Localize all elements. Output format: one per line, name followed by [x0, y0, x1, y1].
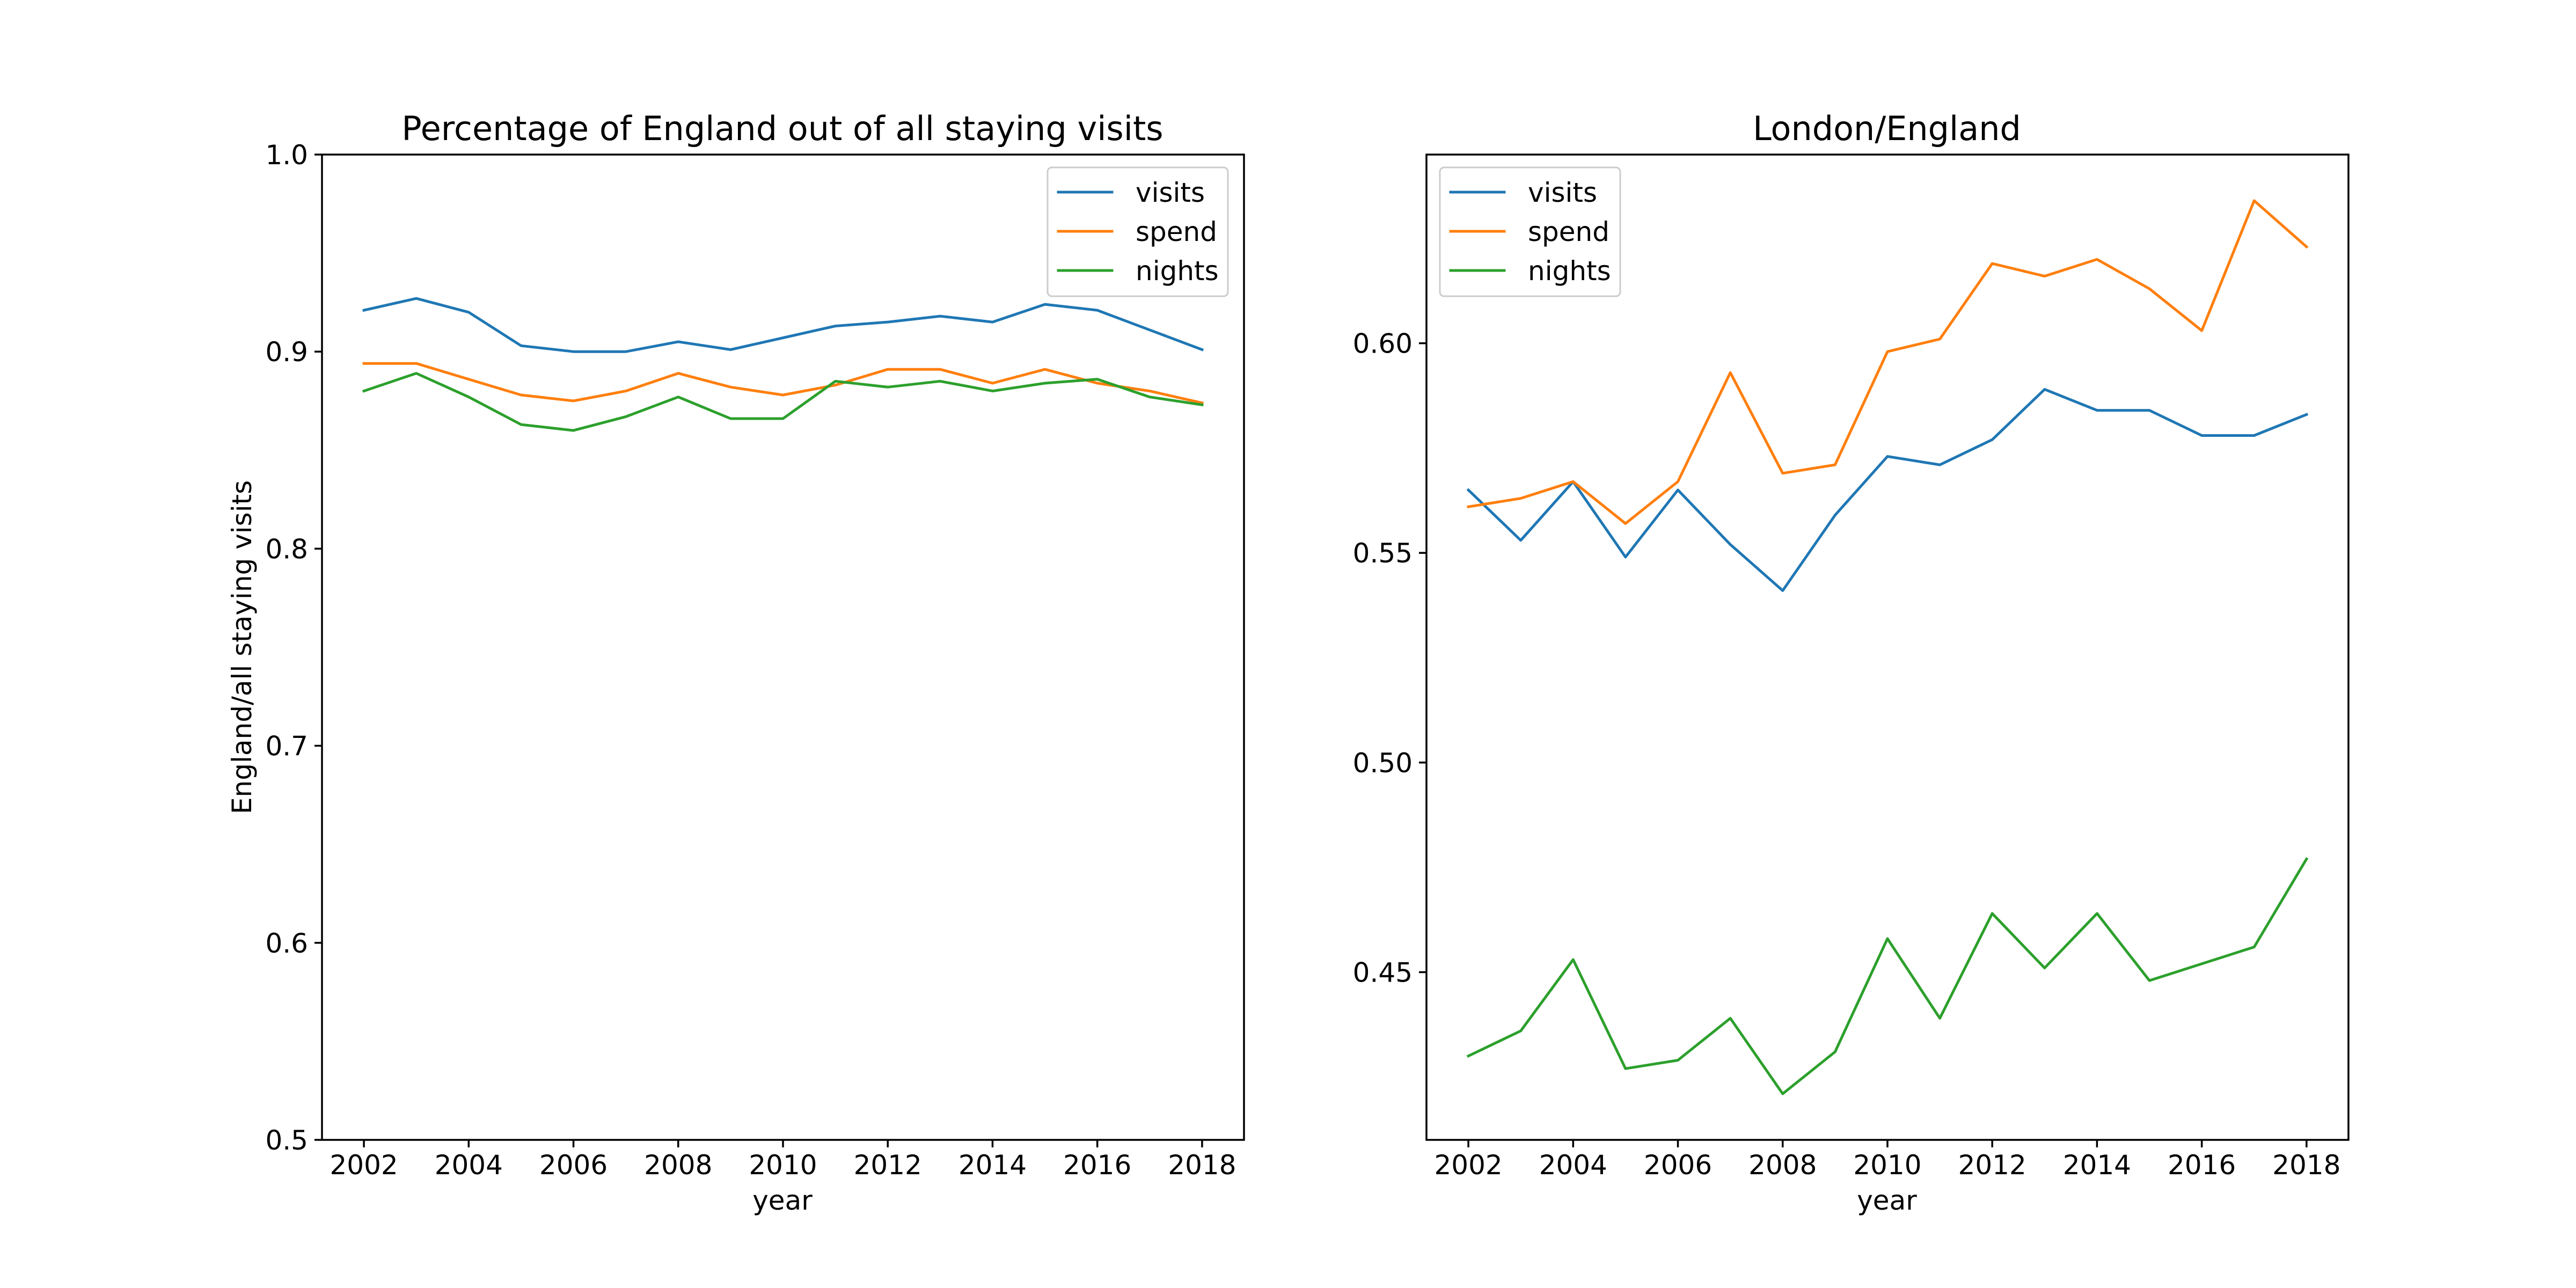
x-axis-label: year — [752, 1185, 813, 1216]
y-tick-label: 0.60 — [1353, 328, 1413, 360]
plot-lines — [362, 297, 1204, 432]
y-axis-label: England/all staying visits — [226, 480, 258, 814]
y-tick-label: 0.50 — [1353, 748, 1413, 779]
x-tick-label: 2002 — [1434, 1150, 1502, 1181]
x-tick-label: 2012 — [1958, 1150, 2026, 1181]
legend-label-visits: visits — [1136, 177, 1205, 208]
x-tick-label: 2006 — [539, 1150, 608, 1181]
chart-title: London/England — [1753, 109, 2021, 148]
y-axis-ticks: 0.45 0.50 0.55 0.60 — [1353, 328, 1426, 988]
x-tick-label: 2018 — [1168, 1150, 1236, 1181]
legend: visits spend nights — [1439, 166, 1621, 297]
x-axis-ticks: 2002 2004 2006 2008 2010 2012 2014 2016 2018 — [1434, 1140, 2341, 1181]
x-tick-label: 2018 — [2272, 1150, 2340, 1181]
x-tick-label: 2010 — [1853, 1150, 1921, 1181]
x-tick-label: 2012 — [854, 1150, 922, 1181]
series-line-nights — [1466, 857, 2309, 1095]
x-axis-ticks: 2002 2004 2006 2008 2010 2012 2014 2016 2018 — [330, 1140, 1236, 1181]
legend-label-spend: spend — [1136, 216, 1217, 247]
y-tick-label: 0.8 — [265, 533, 308, 565]
legend-label-spend: spend — [1528, 216, 1609, 247]
y-axis-ticks: 0.5 0.6 0.7 0.8 0.9 1.0 — [265, 140, 322, 1156]
series-line-spend — [362, 362, 1204, 405]
series-line-nights — [362, 372, 1204, 432]
y-tick-label: 0.6 — [265, 928, 308, 959]
y-tick-label: 0.5 — [265, 1125, 308, 1156]
chart-panel-london-share: London/England 2002 2004 2006 2008 2010 2012 2… — [1353, 109, 2350, 1216]
y-tick-label: 0.9 — [265, 336, 308, 368]
legend-label-nights: nights — [1528, 255, 1611, 287]
x-tick-label: 2014 — [2063, 1150, 2131, 1181]
y-tick-label: 0.45 — [1353, 957, 1413, 988]
x-tick-label: 2008 — [1748, 1150, 1817, 1181]
x-tick-label: 2010 — [749, 1150, 817, 1181]
y-tick-label: 0.55 — [1353, 538, 1413, 569]
legend-label-visits: visits — [1528, 177, 1597, 208]
legend-box — [1046, 166, 1229, 297]
plot-lines — [1466, 199, 2309, 1095]
x-tick-label: 2016 — [2168, 1150, 2236, 1181]
x-tick-label: 2016 — [1063, 1150, 1131, 1181]
chart-title: Percentage of England out of all staying… — [401, 109, 1163, 148]
x-tick-label: 2004 — [1539, 1150, 1607, 1181]
x-tick-label: 2014 — [958, 1150, 1027, 1181]
series-line-visits — [362, 297, 1204, 353]
x-tick-label: 2006 — [1644, 1150, 1712, 1181]
x-tick-label: 2004 — [435, 1150, 503, 1181]
series-line-spend — [1467, 199, 2309, 525]
y-tick-label: 0.7 — [265, 731, 308, 762]
y-tick-label: 1.0 — [265, 140, 308, 171]
series-line-visits — [1466, 388, 2309, 592]
x-tick-label: 2002 — [330, 1150, 398, 1181]
legend-label-nights: nights — [1136, 255, 1219, 287]
legend-box — [1439, 166, 1621, 297]
x-tick-label: 2008 — [644, 1150, 712, 1181]
chart-panel-england-share: Percentage of England out of all staying… — [226, 109, 1245, 1216]
legend: visits spend nights — [1046, 166, 1229, 297]
x-axis-label: year — [1857, 1185, 1917, 1216]
